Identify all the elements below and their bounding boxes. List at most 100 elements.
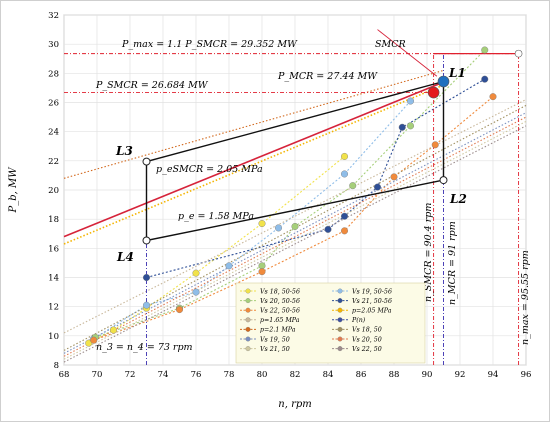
legend-marker <box>245 326 251 332</box>
data-point <box>489 93 497 101</box>
legend-label: Vs 21, 50-56 <box>352 298 392 305</box>
x-tick-label: 80 <box>257 370 268 380</box>
legend-label: Vs 18, 50 <box>352 327 382 334</box>
data-point <box>258 262 266 270</box>
legend-marker <box>337 346 343 352</box>
data-point <box>192 288 200 296</box>
y-tick-label: 30 <box>48 40 59 50</box>
y-tick-label: 18 <box>48 215 59 225</box>
annotation-pe: p_e = 1.58 MPa <box>178 211 254 222</box>
y-tick-label: 20 <box>48 186 59 196</box>
legend-marker <box>337 298 343 304</box>
data-point <box>90 336 98 344</box>
data-point <box>481 46 489 54</box>
x-tick-label: 92 <box>455 370 466 380</box>
x-axis-label: n, rpm <box>278 399 311 410</box>
annotation-smcr: SMCR <box>375 39 406 50</box>
data-point <box>407 97 415 105</box>
annotation-n-mcr: n_MCR = 91 rpm <box>447 221 458 305</box>
data-point <box>341 227 349 235</box>
data-point <box>142 274 150 282</box>
x-tick-label: 90 <box>422 370 433 380</box>
data-point <box>481 75 489 83</box>
annotation-n-smcr: n_SMCR = 90.4 rpm <box>423 203 434 302</box>
data-point <box>349 182 357 190</box>
data-point <box>341 152 349 160</box>
tick-labels: 68 70 72 74 76 78 80 82 84 86 88 90 92 94 96 8 10 12 14 16 1… <box>48 11 531 380</box>
data-point <box>192 269 200 277</box>
data-point <box>374 183 382 191</box>
annotation-n34: n_3 = n_4 = 73 rpm <box>96 342 193 353</box>
legend-marker <box>337 307 343 313</box>
legend-marker <box>337 336 343 342</box>
y-tick-label: 16 <box>48 244 59 254</box>
data-point <box>109 326 117 334</box>
reference-point <box>514 49 523 58</box>
data-point <box>398 123 406 131</box>
label-L4: L4 <box>116 250 134 264</box>
x-tick-label: 82 <box>290 370 301 380</box>
series-line <box>63 120 527 360</box>
legend-box <box>235 282 426 364</box>
y-tick-label: 26 <box>48 99 59 109</box>
y-tick-label: 32 <box>48 11 59 21</box>
reference-point <box>437 75 450 88</box>
annotation-psmcr: P_SMCR = 26.684 MW <box>95 80 209 91</box>
y-axis-label: P_b, MW <box>8 167 19 214</box>
annotation-pe-smcr: p_eSMCR = 2.05 MPa <box>156 164 263 175</box>
layout-point <box>439 176 448 185</box>
data-point <box>407 122 415 130</box>
annotation-n-max: n_max = 95.55 rpm <box>520 250 531 345</box>
reference-point <box>427 86 440 99</box>
data-point <box>258 268 266 276</box>
legend-marker <box>245 288 251 294</box>
guide-lines <box>64 29 520 365</box>
data-point <box>341 170 349 178</box>
x-tick-label: 84 <box>323 370 334 380</box>
series-line <box>63 125 527 363</box>
legend-label: P(n) <box>351 317 366 324</box>
series-markers <box>85 46 497 347</box>
data-point <box>142 301 150 309</box>
data-point <box>291 222 299 230</box>
series-line <box>63 69 444 179</box>
layout-point <box>142 236 151 245</box>
legend-label: Vs 19, 50 <box>260 336 290 343</box>
x-tick-label: 88 <box>389 370 400 380</box>
data-point <box>431 141 439 149</box>
legend-marker <box>245 307 251 313</box>
y-tick-label: 12 <box>48 303 59 313</box>
legend-marker <box>245 298 251 304</box>
y-tick-label: 14 <box>48 274 59 284</box>
series-line <box>63 99 527 334</box>
reference-points <box>427 49 523 99</box>
y-tick-label: 22 <box>48 157 59 167</box>
data-point <box>341 212 349 220</box>
legend-label: Vs 18, 50-56 <box>260 288 300 295</box>
smcr-leader <box>377 29 438 77</box>
legend-label: Vs 22, 50 <box>352 346 382 353</box>
annotation-pmcr: P_MCR = 27.44 MW <box>277 71 378 82</box>
legend-label: p=2.1 MPa <box>260 327 296 334</box>
data-point <box>324 225 332 233</box>
series-line <box>63 81 444 238</box>
x-tick-label: 94 <box>488 370 499 380</box>
x-tick-label: 78 <box>224 370 235 380</box>
legend-label: p=1.65 MPa <box>260 317 300 324</box>
legend-marker <box>245 317 251 323</box>
data-point <box>175 306 183 314</box>
series-line <box>63 116 527 357</box>
x-tick-label: 68 <box>59 370 70 380</box>
data-point <box>275 224 283 232</box>
y-tick-label: 10 <box>48 332 59 342</box>
legend-label: p=2.05 MPa <box>352 308 392 315</box>
legend-marker <box>337 317 343 323</box>
y-tick-label: 24 <box>48 128 59 138</box>
legend-marker <box>337 288 343 294</box>
y-tick-label: 28 <box>48 69 59 79</box>
layout-point <box>142 157 151 166</box>
x-tick-label: 76 <box>191 370 202 380</box>
legend: Vs 18, 50-56 Vs 19, 50-56 Vs 20, 50-56 Vs 2… <box>235 282 426 364</box>
data-point <box>225 262 233 270</box>
